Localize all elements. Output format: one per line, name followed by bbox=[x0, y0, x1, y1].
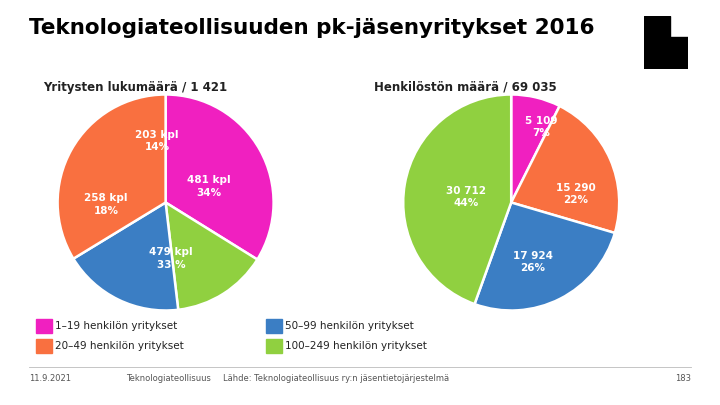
Text: Teknologiateollisuuden pk-jäsenyritykset 2016: Teknologiateollisuuden pk-jäsenyritykset… bbox=[29, 18, 594, 38]
Wedge shape bbox=[58, 94, 166, 259]
Wedge shape bbox=[166, 94, 274, 260]
Text: 50–99 henkilön yritykset: 50–99 henkilön yritykset bbox=[285, 321, 414, 330]
Text: 5 109
7%: 5 109 7% bbox=[525, 116, 558, 138]
Wedge shape bbox=[474, 202, 615, 311]
Polygon shape bbox=[644, 16, 688, 69]
Wedge shape bbox=[511, 106, 619, 233]
Text: 481 kpl
34%: 481 kpl 34% bbox=[187, 175, 230, 198]
Wedge shape bbox=[403, 94, 511, 304]
Text: 17 924
26%: 17 924 26% bbox=[513, 251, 553, 273]
Text: 100–249 henkilön yritykset: 100–249 henkilön yritykset bbox=[285, 341, 427, 351]
Text: 479 kpl
33 %: 479 kpl 33 % bbox=[149, 247, 193, 270]
Wedge shape bbox=[73, 202, 179, 311]
Text: Lähde: Teknologiateollisuus ry:n jäsentietojärjestelmä: Lähde: Teknologiateollisuus ry:n jäsenti… bbox=[223, 374, 449, 383]
Text: Yritysten lukumäärä / 1 421: Yritysten lukumäärä / 1 421 bbox=[43, 81, 228, 94]
Text: 183: 183 bbox=[675, 374, 691, 383]
Text: 258 kpl
18%: 258 kpl 18% bbox=[84, 194, 128, 216]
Wedge shape bbox=[166, 202, 257, 310]
Text: 15 290
22%: 15 290 22% bbox=[556, 183, 596, 205]
Text: Teknologiateollisuus: Teknologiateollisuus bbox=[126, 374, 211, 383]
Text: 20–49 henkilön yritykset: 20–49 henkilön yritykset bbox=[55, 341, 184, 351]
Text: 11.9.2021: 11.9.2021 bbox=[29, 374, 71, 383]
Text: 203 kpl
14%: 203 kpl 14% bbox=[135, 130, 179, 152]
Text: 30 712
44%: 30 712 44% bbox=[446, 186, 486, 208]
Text: Henkilöstön määrä / 69 035: Henkilöstön määrä / 69 035 bbox=[374, 81, 557, 94]
Text: 1–19 henkilön yritykset: 1–19 henkilön yritykset bbox=[55, 321, 177, 330]
Wedge shape bbox=[511, 94, 559, 202]
